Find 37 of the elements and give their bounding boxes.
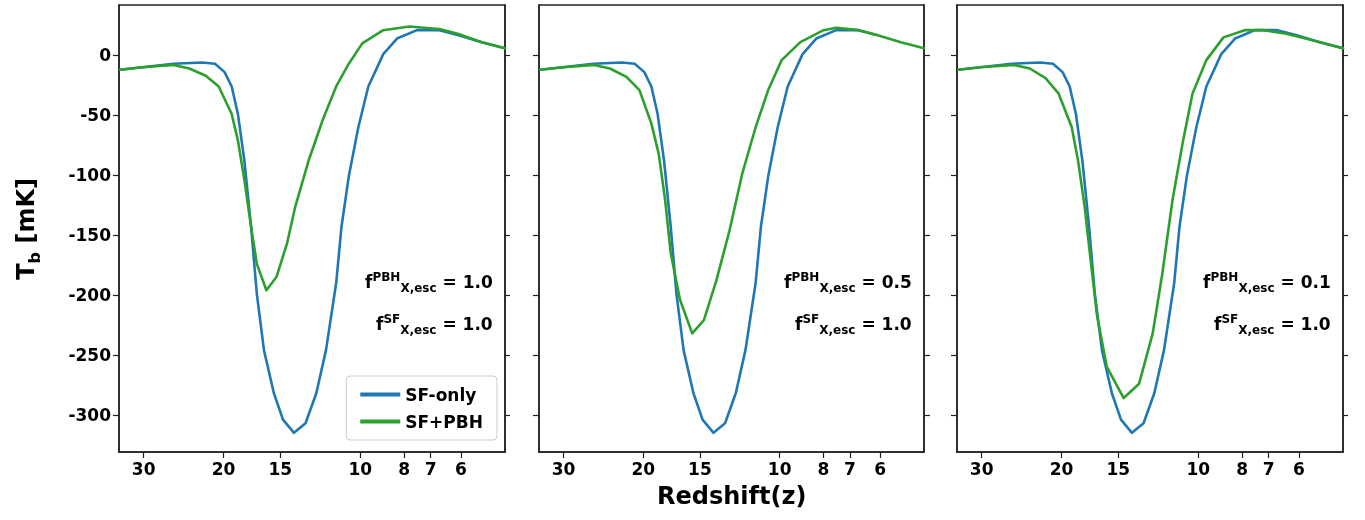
x-tick-label: 10 [767,458,792,479]
annotation: f$^{SF}$$_{X,esc}$ = 1.0 [376,312,493,338]
x-tick-label: 30 [551,458,576,479]
y-tick-label: -250 [68,344,112,365]
annotation: f$^{PBH}$$_{X,esc}$ = 1.0 [365,270,493,296]
y-tick-label: -200 [68,285,112,306]
y-tick-label: -50 [80,105,112,126]
annotation: f$^{PBH}$$_{X,esc}$ = 0.1 [1203,270,1331,296]
x-tick-label: 10 [1186,458,1211,479]
y-tick-label: -150 [68,225,112,246]
x-tick-label: 10 [348,458,373,479]
legend-label: SF+PBH [405,411,483,432]
annotation: f$^{SF}$$_{X,esc}$ = 1.0 [795,312,912,338]
x-tick-label: 7 [424,458,437,479]
x-tick-label: 7 [843,458,856,479]
x-tick-label: 30 [969,458,994,479]
x-tick-label: 15 [1106,458,1131,479]
x-tick-label: 15 [688,458,712,479]
annotation: f$^{PBH}$$_{X,esc}$ = 0.5 [784,270,912,296]
x-tick-label: 30 [131,458,156,479]
annotation: f$^{SF}$$_{X,esc}$ = 1.0 [1214,312,1331,338]
x-tick-label: 6 [455,458,467,479]
legend-label: SF-only [405,384,477,405]
x-tick-label: 20 [631,458,656,479]
x-tick-label: 15 [268,458,293,479]
y-tick-label: 0 [99,45,112,66]
x-tick-label: 8 [398,458,411,479]
x-tick-label: 20 [211,458,236,479]
x-tick-label: 6 [1293,458,1305,479]
x-tick-label: 20 [1049,458,1074,479]
x-axis-title: Redshift(z) [657,482,807,510]
x-tick-label: 8 [817,458,830,479]
x-tick-label: 7 [1262,458,1275,479]
x-tick-label: 8 [1236,458,1249,479]
x-tick-label: 6 [874,458,887,479]
y-tick-label: -300 [68,404,112,425]
y-tick-label: -100 [68,165,112,186]
